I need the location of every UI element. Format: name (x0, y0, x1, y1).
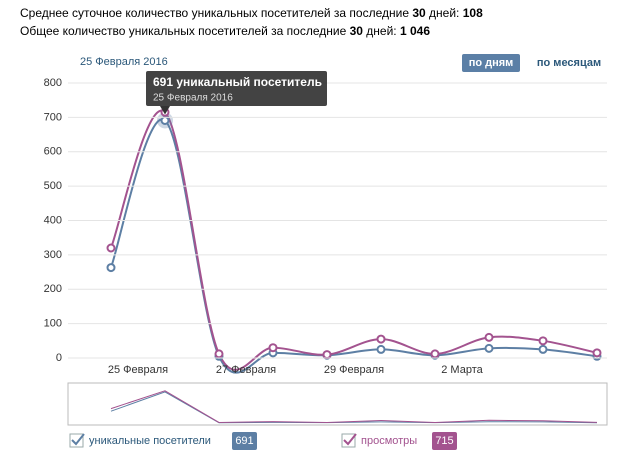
y-tick-label: 200 (44, 283, 62, 295)
button-months-label[interactable]: по месяцам (537, 57, 601, 69)
summary-line: Среднее суточное количество уникальных п… (20, 6, 483, 20)
y-tick-label: 400 (44, 214, 62, 226)
point (430, 349, 440, 359)
tooltip-title: 691 уникальный посетитель (153, 75, 322, 89)
x-tick-label: 25 Февраля (108, 364, 168, 376)
point (538, 344, 548, 354)
summary-text: Общее количество уникальных посетителей … (20, 24, 350, 38)
y-tick-label: 500 (44, 180, 62, 192)
x-tick-label: 29 Февраля (324, 364, 384, 376)
point (376, 344, 386, 354)
point (160, 115, 170, 125)
legend-badge-value: 715 (435, 435, 453, 447)
summary-text: 30 (350, 24, 364, 38)
summary-text: дней: (363, 24, 400, 38)
tooltip-pointer (160, 106, 170, 115)
tooltip-box (146, 71, 327, 106)
point (592, 348, 602, 358)
navigator-line (110, 390, 598, 424)
summary-text: 1 046 (400, 24, 430, 38)
point (484, 332, 494, 342)
legend-checkbox[interactable] (69, 433, 84, 448)
legend-label: уникальные посетители (89, 435, 211, 447)
y-tick-label: 800 (44, 77, 62, 89)
legend-check (71, 433, 85, 446)
point (376, 334, 386, 344)
summary-text: Среднее суточное количество уникальных п… (20, 6, 412, 20)
legend-checkbox[interactable] (341, 433, 356, 448)
y-tick-label: 0 (56, 352, 62, 364)
point (106, 243, 116, 253)
y-tick-label: 100 (44, 318, 62, 330)
button-days[interactable] (462, 54, 520, 72)
summary-line: Общее количество уникальных посетителей … (20, 24, 430, 38)
navigator-line (110, 391, 598, 424)
legend-badge (232, 432, 257, 450)
x-tick-label: 27 Февраля (216, 364, 276, 376)
summary-text: 30 (412, 6, 426, 20)
point (322, 350, 332, 360)
y-tick-label: 600 (44, 146, 62, 158)
legend-badge (432, 432, 457, 450)
point (268, 343, 278, 353)
point (214, 349, 224, 359)
point (538, 336, 548, 346)
y-tick-label: 300 (44, 249, 62, 261)
tooltip-date: 25 Февраля 2016 (153, 93, 233, 104)
x-tick-label: 2 Марта (441, 364, 483, 376)
summary-text: дней: (426, 6, 463, 20)
y-tick-label: 700 (44, 111, 62, 123)
button-days-label[interactable]: по дням (469, 57, 514, 69)
point (106, 263, 116, 273)
current-date: 25 Февраля 2016 (80, 56, 168, 68)
legend-check (343, 433, 357, 446)
series-line (110, 109, 598, 371)
legend-label: просмотры (361, 435, 417, 447)
summary-text: 108 (463, 6, 483, 20)
series-line (110, 118, 598, 374)
legend-badge-value: 691 (235, 435, 253, 447)
point (484, 343, 494, 353)
plot (106, 107, 602, 424)
legend: уникальные посетители 691 просмотры 715 (69, 432, 457, 450)
navigator[interactable] (67, 382, 608, 426)
